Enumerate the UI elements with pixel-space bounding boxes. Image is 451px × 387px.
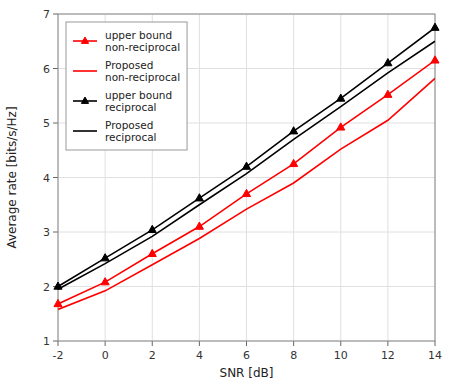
y-tick [53,68,58,69]
series-marker [384,59,392,66]
series-marker [148,225,156,232]
y-tick-label: 1 [43,335,50,348]
series-marker [384,90,392,97]
series-marker [101,254,109,261]
legend-label-line: Proposed [105,119,153,131]
y-tick [53,232,58,233]
x-tick-label: 6 [243,349,250,362]
y-tick-label: 3 [43,226,50,239]
axes: -2024681012141234567SNR [dB]Average rate… [5,8,442,380]
grid [58,14,435,341]
legend-marker [81,37,88,43]
y-tick-label: 4 [43,172,50,185]
y-tick [53,14,58,15]
series-line [58,41,435,289]
series-marker [337,94,345,101]
legend-handle [73,130,97,132]
legend-label-line: reciprocal [105,131,157,143]
legend-label-line: Proposed [105,59,153,71]
series-line [58,60,435,304]
x-tick [387,341,388,346]
y-tick-label: 6 [43,63,50,76]
y-tick [53,123,58,124]
legend-box [66,22,187,150]
y-tick-label: 7 [43,8,50,21]
x-tick [199,341,200,346]
legend-label-line: upper bound [105,89,172,101]
x-tick-label: 4 [196,349,203,362]
legend-label-line: non-reciprocal [105,41,180,53]
series-marker [431,23,439,30]
y-grid-line [58,177,435,178]
series-marker [54,282,62,289]
x-tick-label: 12 [381,349,395,362]
x-tick-label: 2 [149,349,156,362]
y-tick [53,177,58,178]
y-tick-label: 2 [43,281,50,294]
lines [58,28,435,310]
legend: upper boundnon-reciprocalProposednon-rec… [66,22,187,150]
x-tick [58,341,59,346]
x-tick [152,341,153,346]
series-marker [337,123,345,130]
x-tick [340,341,341,346]
y-tick [53,341,58,342]
legend-label: upper boundreciprocal [105,89,172,113]
series-line [58,28,435,287]
y-tick-label: 5 [43,117,50,130]
legend-label: upper boundnon-reciprocal [105,29,180,53]
y-grid-line [58,232,435,233]
series-marker [101,278,109,285]
x-tick [435,341,436,346]
series-marker [195,222,203,229]
plot-frame [58,14,435,341]
legend-handle [73,70,97,72]
series-marker [242,189,250,196]
legend-label: Proposednon-reciprocal [105,59,180,83]
series-marker [242,162,250,169]
x-tick-label: 14 [428,349,442,362]
x-tick-label: 0 [102,349,109,362]
x-tick [246,341,247,346]
legend-marker [81,97,88,103]
series-marker [290,159,298,166]
legend-label: Proposedreciprocal [105,119,157,143]
series-marker [148,249,156,256]
legend-label-line: non-reciprocal [105,71,180,83]
x-tick-label: 8 [290,349,297,362]
legend-label-line: reciprocal [105,101,157,113]
series-marker [431,56,439,63]
x-tick-label: 10 [334,349,348,362]
legend-label-line: upper bound [105,29,172,41]
series-marker [195,194,203,201]
x-tick [293,341,294,346]
x-tick [105,341,106,346]
x-tick-label: -2 [53,349,64,362]
chart: -2024681012141234567SNR [dB]Average rate… [0,0,451,387]
y-axis-label: Average rate [bits/s/Hz] [5,106,19,248]
x-axis-label: SNR [dB] [220,366,274,380]
markers [54,23,439,307]
series-marker [54,299,62,306]
series-marker [290,127,298,134]
plot-background [58,14,435,341]
